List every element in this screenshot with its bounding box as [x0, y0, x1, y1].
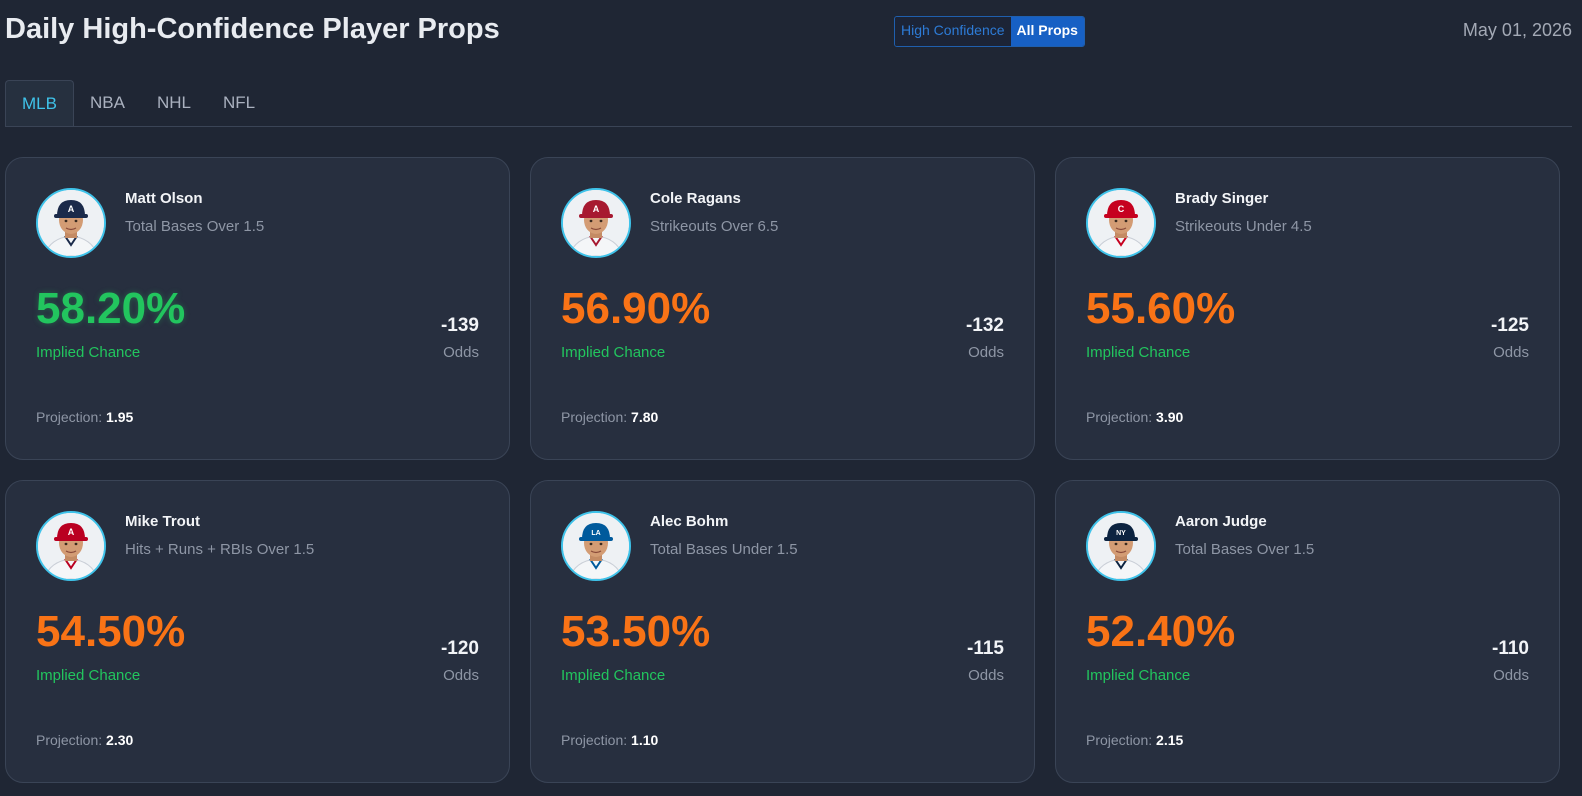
- player-headshot-icon: C: [1088, 190, 1154, 256]
- odds-label: Odds: [968, 667, 1004, 684]
- projection-label: Projection:: [36, 732, 103, 748]
- player-name: Aaron Judge: [1175, 513, 1267, 530]
- implied-percentage: 52.40%: [1086, 607, 1236, 656]
- prop-card[interactable]: A Cole Ragans Strikeouts Over 6.5 56.90%…: [530, 157, 1035, 460]
- player-avatar: A: [561, 188, 631, 258]
- projection-label: Projection:: [561, 732, 628, 748]
- prop-card[interactable]: C Brady Singer Strikeouts Under 4.5 55.6…: [1055, 157, 1560, 460]
- svg-text:A: A: [593, 204, 600, 214]
- player-headshot-icon: A: [38, 190, 104, 256]
- implied-percentage: 58.20%: [36, 284, 186, 333]
- implied-chance-label: Implied Chance: [36, 667, 141, 684]
- player-avatar: C: [1086, 188, 1156, 258]
- player-name: Mike Trout: [125, 513, 201, 530]
- player-headshot-icon: A: [38, 513, 104, 579]
- projection-value: 3.90: [1156, 409, 1184, 425]
- player-name: Brady Singer: [1175, 190, 1269, 207]
- player-headshot-icon: A: [563, 190, 629, 256]
- svg-text:NY: NY: [1116, 530, 1126, 537]
- implied-chance-label: Implied Chance: [1086, 344, 1191, 361]
- implied-chance-label: Implied Chance: [561, 667, 666, 684]
- implied-percentage: 53.50%: [561, 607, 711, 656]
- svg-text:C: C: [1118, 204, 1125, 214]
- odds-value: -120: [440, 638, 479, 659]
- implied-percentage: 56.90%: [561, 284, 711, 333]
- projection-value: 2.15: [1156, 732, 1184, 748]
- projection-label: Projection:: [561, 409, 628, 425]
- page-title: Daily High-Confidence Player Props: [5, 13, 500, 45]
- current-date: May 01, 2026: [1462, 20, 1572, 40]
- projection: Projection: 1.10: [561, 732, 658, 748]
- prop-line: Hits + Runs + RBIs Over 1.5: [125, 541, 315, 558]
- tab-nfl[interactable]: NFL: [222, 93, 256, 112]
- odds-label: Odds: [443, 667, 479, 684]
- prop-line: Total Bases Over 1.5: [1175, 541, 1315, 558]
- prop-line: Total Bases Over 1.5: [125, 218, 265, 235]
- odds-label: Odds: [968, 344, 1004, 361]
- prop-card[interactable]: LA Alec Bohm Total Bases Under 1.5 53.50…: [530, 480, 1035, 783]
- prop-card[interactable]: A Matt Olson Total Bases Over 1.5 58.20%…: [5, 157, 510, 460]
- implied-percentage: 55.60%: [1086, 284, 1236, 333]
- svg-text:A: A: [68, 527, 75, 537]
- player-headshot-icon: LA: [563, 513, 629, 579]
- projection: Projection: 2.30: [36, 732, 133, 748]
- player-name: Cole Ragans: [650, 190, 741, 207]
- prop-card[interactable]: NY Aaron Judge Total Bases Over 1.5 52.4…: [1055, 480, 1560, 783]
- projection-value: 7.80: [631, 409, 659, 425]
- odds-value: -125: [1490, 315, 1529, 336]
- confidence-toggle: High Confidence All Props: [894, 16, 1085, 47]
- odds-value: -110: [1492, 638, 1529, 659]
- svg-text:A: A: [68, 204, 75, 214]
- tab-mlb[interactable]: MLB: [5, 80, 74, 126]
- projection-label: Projection:: [1086, 732, 1153, 748]
- odds-value: -115: [967, 638, 1004, 659]
- implied-percentage: 54.50%: [36, 607, 186, 656]
- tab-nhl[interactable]: NHL: [156, 93, 191, 112]
- player-headshot-icon: NY: [1088, 513, 1154, 579]
- projection-value: 1.10: [631, 732, 659, 748]
- player-name: Matt Olson: [125, 190, 203, 207]
- projection-label: Projection:: [1086, 409, 1153, 425]
- player-avatar: A: [36, 188, 106, 258]
- implied-chance-label: Implied Chance: [1086, 667, 1191, 684]
- projection: Projection: 7.80: [561, 409, 658, 425]
- odds-value: -139: [440, 315, 479, 336]
- high-confidence-button[interactable]: High Confidence: [895, 17, 1011, 46]
- projection-value: 1.95: [106, 409, 134, 425]
- implied-chance-label: Implied Chance: [36, 344, 141, 361]
- projection: Projection: 3.90: [1086, 409, 1183, 425]
- odds-label: Odds: [1493, 344, 1529, 361]
- projection: Projection: 2.15: [1086, 732, 1183, 748]
- svg-text:LA: LA: [591, 530, 600, 537]
- player-avatar: A: [36, 511, 106, 581]
- prop-line: Strikeouts Over 6.5: [650, 218, 779, 235]
- odds-label: Odds: [1493, 667, 1529, 684]
- sport-tabs: MLB NBA NHL NFL: [5, 80, 1572, 127]
- prop-line: Total Bases Under 1.5: [650, 541, 798, 558]
- tab-nba[interactable]: NBA: [89, 93, 125, 112]
- odds-label: Odds: [443, 344, 479, 361]
- projection-value: 2.30: [106, 732, 134, 748]
- prop-card[interactable]: A Mike Trout Hits + Runs + RBIs Over 1.5…: [5, 480, 510, 783]
- page-header: Daily High-Confidence Player Props High …: [0, 0, 1582, 64]
- projection-label: Projection:: [36, 409, 103, 425]
- all-props-button[interactable]: All Props: [1010, 17, 1084, 46]
- projection: Projection: 1.95: [36, 409, 133, 425]
- player-avatar: LA: [561, 511, 631, 581]
- prop-line: Strikeouts Under 4.5: [1175, 218, 1312, 235]
- odds-value: -132: [965, 315, 1004, 336]
- implied-chance-label: Implied Chance: [561, 344, 666, 361]
- player-avatar: NY: [1086, 511, 1156, 581]
- player-name: Alec Bohm: [650, 513, 729, 530]
